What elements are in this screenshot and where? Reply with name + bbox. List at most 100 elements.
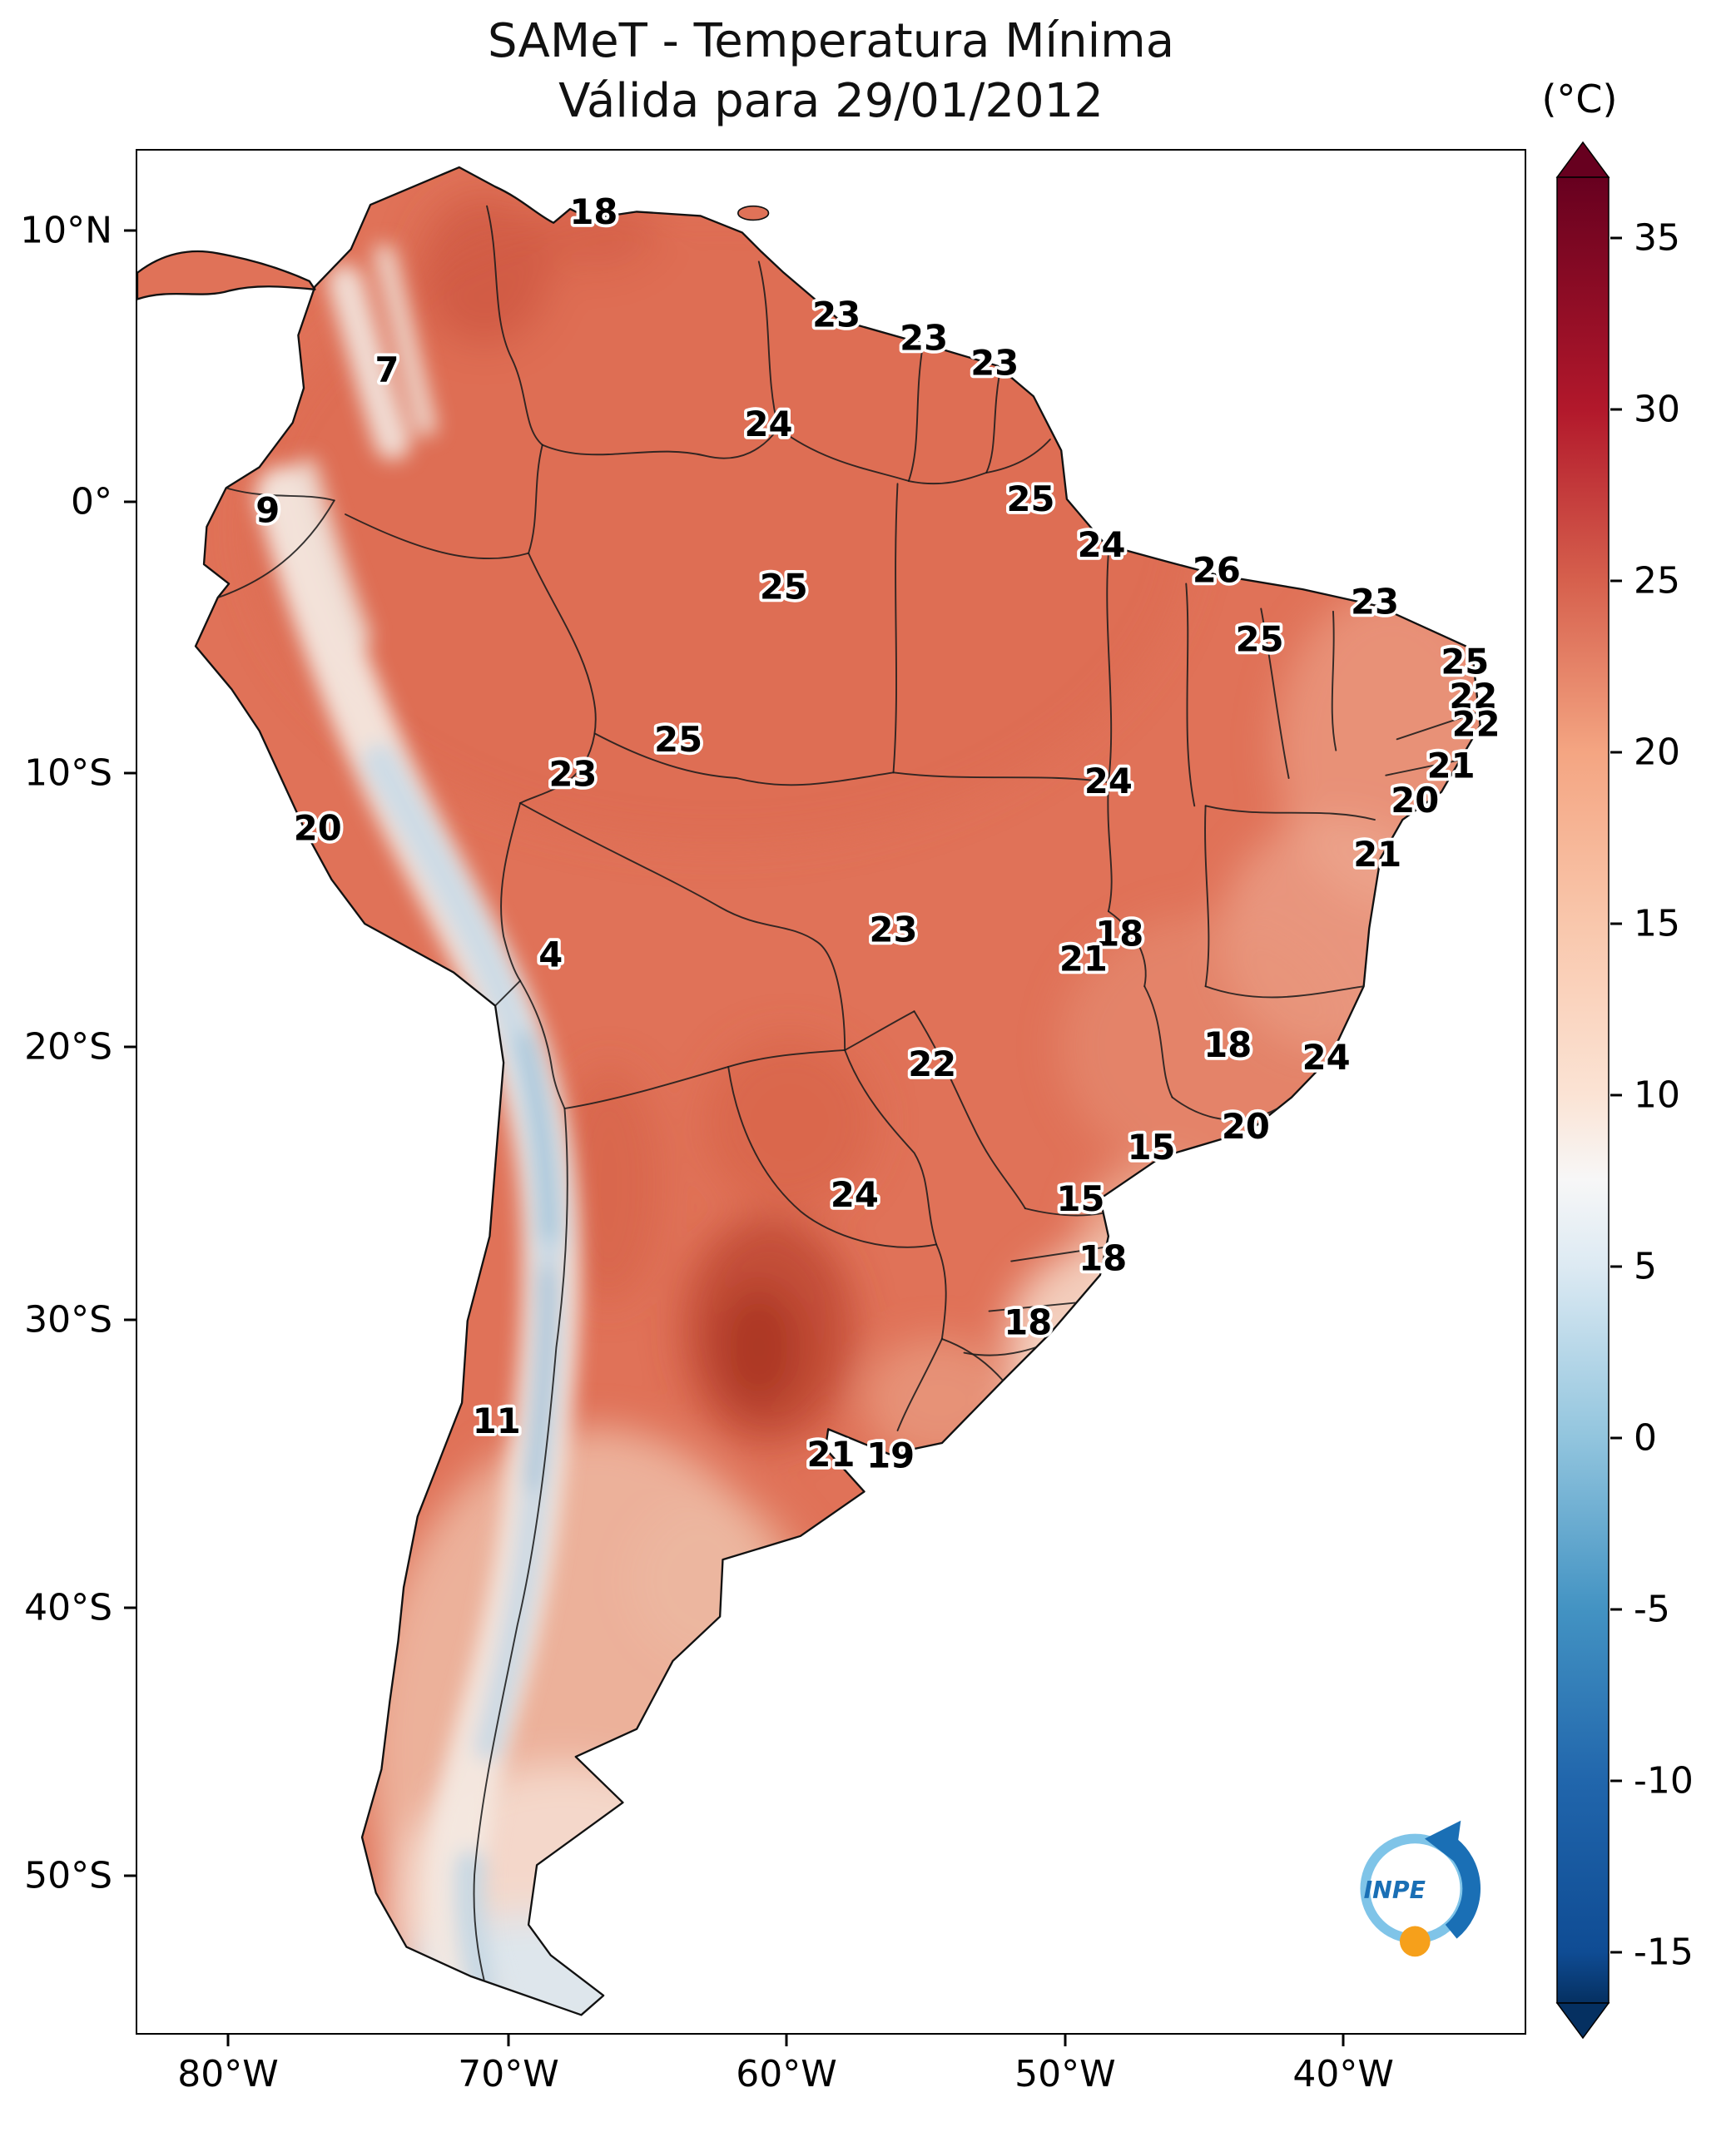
lon-tick-label: 60°W	[736, 2053, 837, 2095]
temperature-label: 23	[970, 343, 1019, 384]
lat-tick-mark	[124, 229, 136, 232]
colorbar-tick-mark	[1610, 751, 1622, 754]
temperature-label: 7	[375, 350, 399, 390]
colorbar-tick-label: 35	[1634, 216, 1680, 260]
temperature-label: 23	[1351, 582, 1399, 622]
lat-axis: 10°N 0° 10°S 20°S 30°S 40°S 50°S	[0, 149, 136, 2035]
lat-tick-label: 20°S	[24, 1025, 112, 1069]
title-line1: SAMeT - Temperatura Mínima	[487, 14, 1175, 68]
lon-tick-label: 70°W	[458, 2053, 559, 2095]
temperature-label: 18	[1095, 913, 1143, 954]
temperature-label: 25	[760, 566, 808, 607]
temperature-label: 15	[1128, 1127, 1176, 1168]
lat-tick-mark	[124, 1045, 136, 1049]
lon-tick-label: 50°W	[1014, 2053, 1116, 2095]
temperature-label: 25	[654, 719, 702, 760]
colorbar-graphic	[1555, 141, 1610, 2040]
inpe-arrow-icon	[1445, 1838, 1481, 1939]
temperature-label: 24	[1078, 524, 1126, 565]
panama-coastline	[137, 250, 316, 300]
title-line2: Válida para 29/01/2012	[558, 74, 1104, 128]
colorbar	[1555, 141, 1610, 2040]
temperature-label: 9	[255, 490, 280, 531]
colorbar-tick-label: -10	[1634, 1759, 1694, 1802]
colorbar-tick-label: -15	[1634, 1931, 1694, 1974]
inpe-logo: INPE	[1360, 1820, 1481, 1957]
inpe-ball-icon	[1399, 1926, 1431, 1957]
temperature-label: 18	[1203, 1024, 1252, 1065]
lon-tick-label: 80°W	[177, 2053, 279, 2095]
temperature-label: 22	[908, 1044, 956, 1084]
colorbar-tick-label: -5	[1634, 1588, 1670, 1631]
lat-tick-label: 10°S	[24, 751, 112, 795]
temperature-label: 20	[1222, 1106, 1270, 1147]
figure-title: SAMeT - Temperatura Mínima Válida para 2…	[136, 12, 1526, 131]
temperature-label: 23	[870, 909, 918, 950]
temperature-label: 18	[1004, 1302, 1052, 1342]
lat-tick-mark	[124, 1606, 136, 1609]
temperature-label: 15	[1057, 1178, 1105, 1219]
lat-tick-mark	[124, 771, 136, 775]
lat-tick-label: 50°S	[24, 1854, 112, 1897]
temperature-label: 21	[1353, 834, 1401, 875]
colorbar-ticks: 35 30 25 20 15 10 5 0 -5 -10 -15	[1610, 177, 1735, 2003]
colorbar-tick-label: 15	[1634, 902, 1680, 945]
colorbar-tick-mark	[1610, 922, 1622, 925]
temperature-label: 11	[473, 1401, 521, 1441]
political-borders	[216, 205, 1481, 2004]
temperature-label: 24	[744, 404, 792, 444]
lat-tick-label: 30°S	[24, 1298, 112, 1341]
lon-tick-mark	[226, 2035, 230, 2046]
temperature-label: 21	[1427, 745, 1476, 786]
colorbar-tick-label: 25	[1634, 559, 1680, 602]
temperature-label: 22	[1452, 703, 1500, 744]
temperature-label: 24	[831, 1174, 879, 1215]
temperature-label: 21	[807, 1434, 856, 1475]
lon-axis: 80°W 70°W 60°W 50°W 40°W	[136, 2035, 1526, 2126]
temperature-label: 23	[812, 294, 861, 335]
temperature-label: 20	[294, 808, 342, 849]
temperature-label: 26	[1193, 549, 1241, 590]
lon-tick-mark	[785, 2035, 788, 2046]
colorbar-tick-mark	[1610, 236, 1622, 240]
colorbar-gradient	[1556, 176, 1610, 2004]
temperature-label: 20	[1391, 780, 1439, 821]
colorbar-arrow-top	[1555, 141, 1610, 178]
temperature-label: 25	[1236, 619, 1284, 660]
lat-tick-label: 0°	[71, 480, 112, 523]
lat-tick-label: 40°S	[24, 1586, 112, 1629]
land-layer	[137, 166, 1481, 2016]
temperature-label: 22	[1449, 676, 1497, 717]
colorbar-tick-mark	[1610, 408, 1622, 411]
temperature-label: 23	[548, 753, 597, 794]
colorbar-tick-label: 20	[1634, 731, 1680, 774]
lon-tick-mark	[1064, 2035, 1067, 2046]
andes-band	[255, 243, 581, 2016]
colorbar-arrow-bottom	[1555, 2002, 1610, 2040]
colorbar-tick-mark	[1610, 1779, 1622, 1783]
lat-tick-label: 10°N	[20, 209, 112, 252]
colorbar-tick-label: 5	[1634, 1245, 1657, 1288]
colorbar-tick-mark	[1610, 1951, 1622, 1954]
temperature-label: 18	[569, 191, 618, 232]
map-plot-area: 18 23 23 23 7 24 25 24 26 9 23 25 25 22 22 25 21 25 23 24 20…	[136, 149, 1526, 2035]
colorbar-tick-mark	[1610, 1608, 1622, 1611]
colorbar-tick-mark	[1610, 579, 1622, 583]
temperature-label: 23	[900, 318, 948, 359]
temperature-label: 18	[1079, 1238, 1127, 1279]
colorbar-tick-mark	[1610, 1265, 1622, 1268]
lon-tick-mark	[1342, 2035, 1345, 2046]
lat-tick-mark	[124, 1318, 136, 1321]
inpe-arrowhead-icon	[1424, 1820, 1461, 1862]
temperature-label: 25	[1007, 478, 1055, 519]
lat-tick-mark	[124, 500, 136, 503]
coastline	[194, 166, 1481, 2016]
temperature-label: 19	[866, 1435, 915, 1476]
colorbar-tick-mark	[1610, 1093, 1622, 1097]
colorbar-tick-mark	[1610, 1436, 1622, 1440]
colorbar-tick-label: 10	[1634, 1074, 1680, 1117]
temperature-label: 24	[1084, 761, 1133, 801]
lon-tick-mark	[507, 2035, 510, 2046]
